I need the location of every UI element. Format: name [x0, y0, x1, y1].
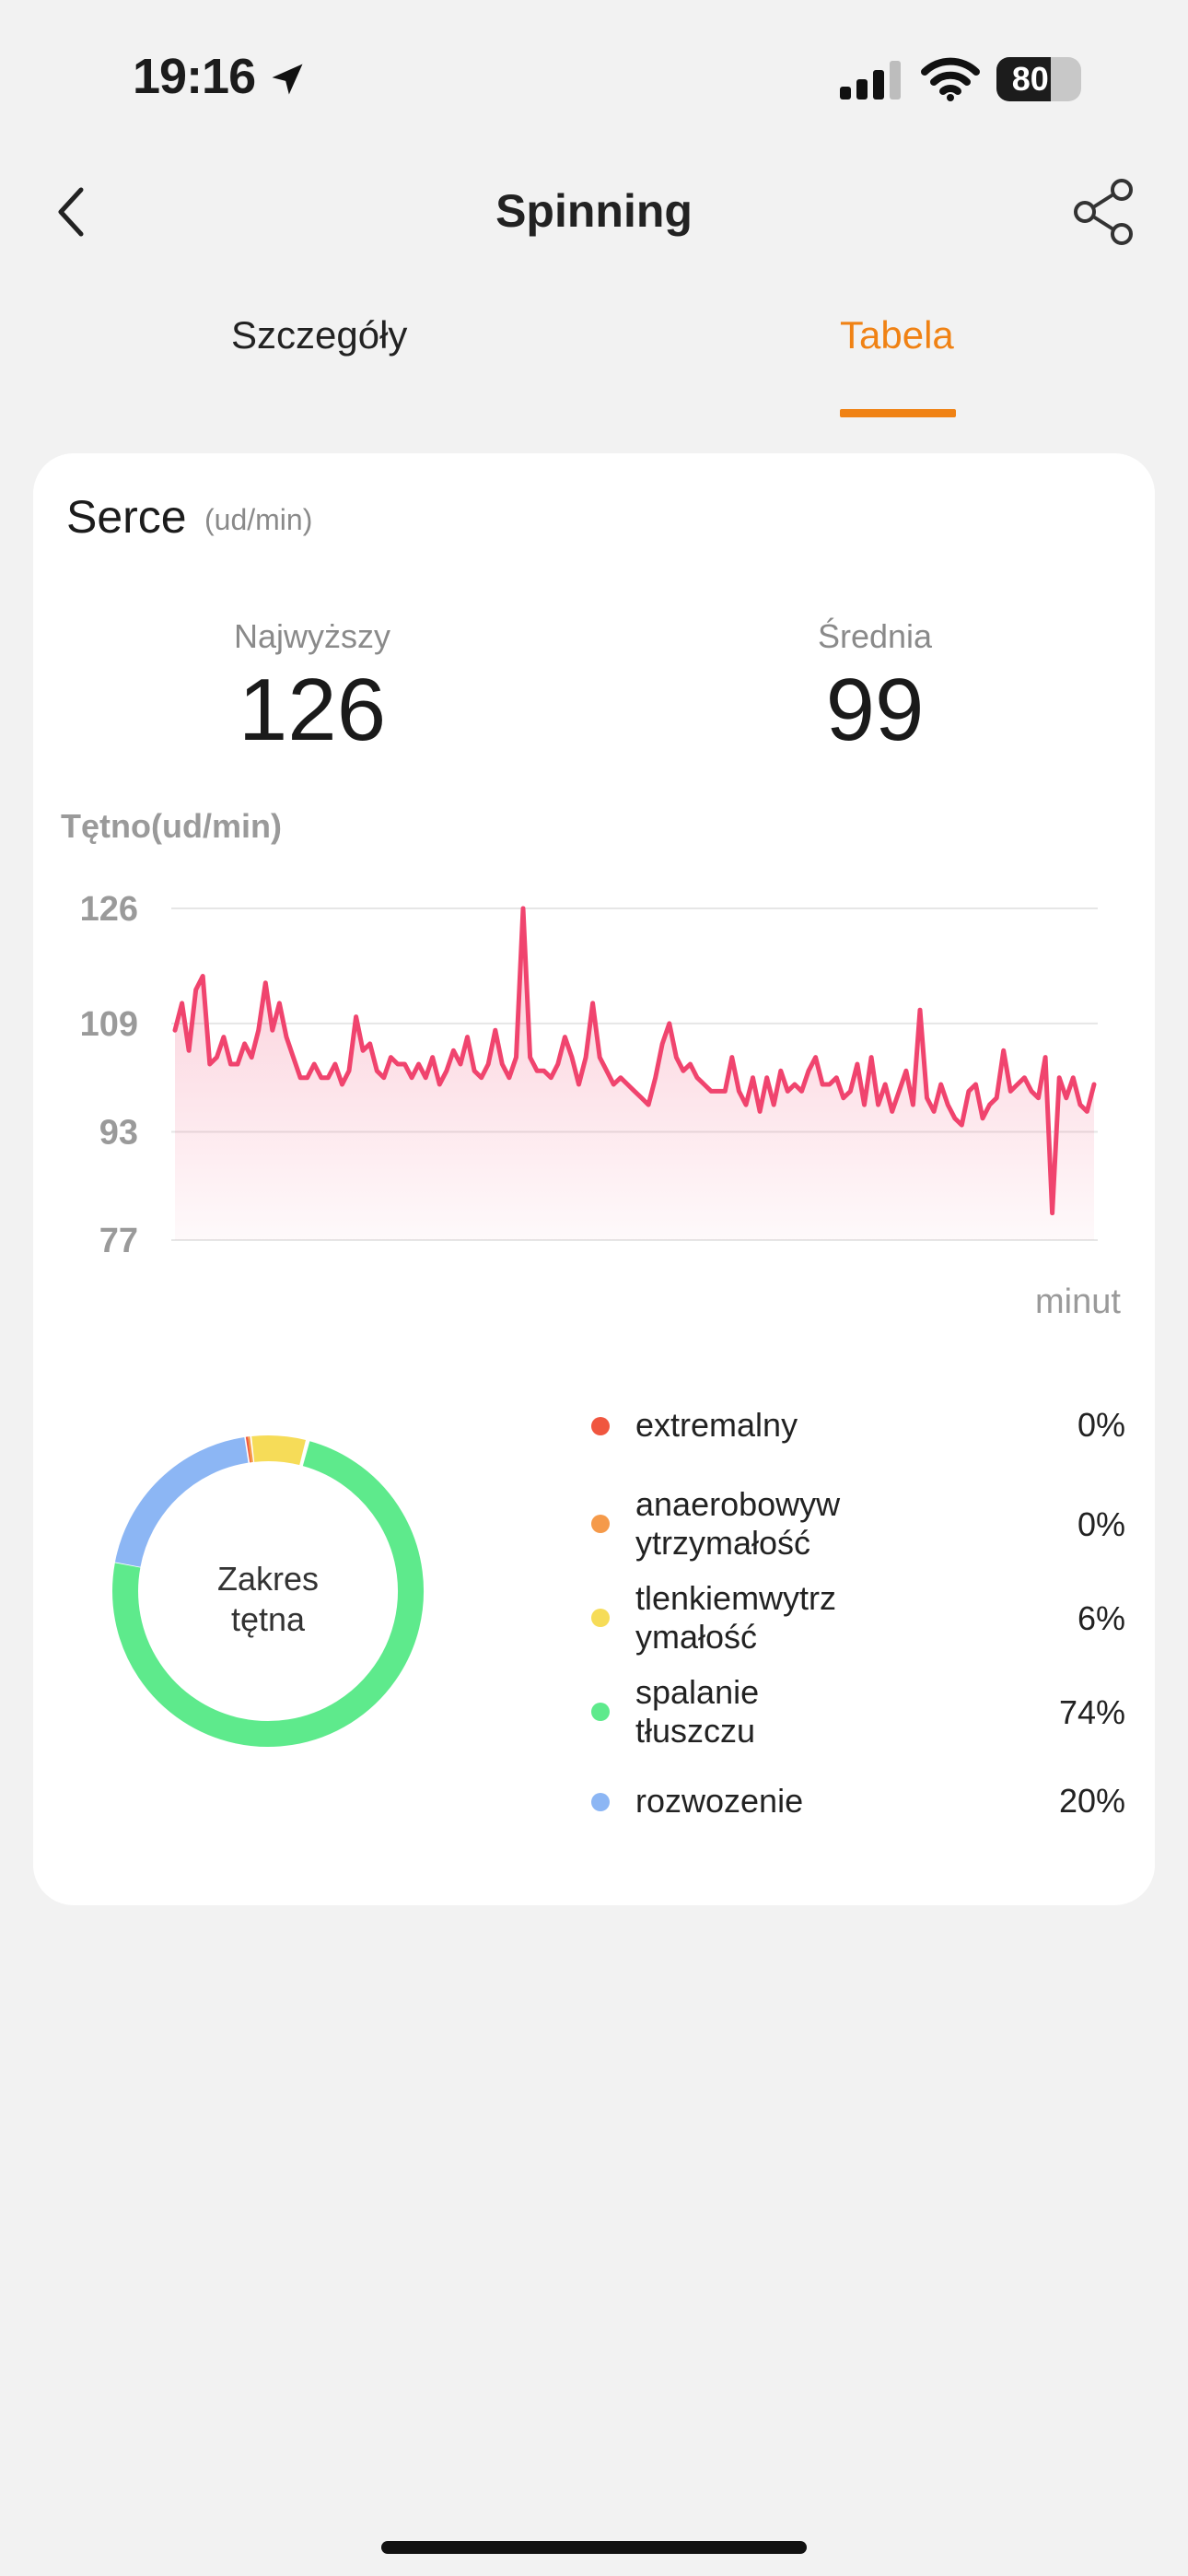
- share-icon[interactable]: [1068, 175, 1142, 249]
- donut-segment: [114, 1436, 249, 1567]
- legend-label: tlenkiemwytrz ymałość: [635, 1579, 837, 1656]
- battery-indicator: 80: [996, 57, 1081, 101]
- max-label: Najwyższy: [233, 617, 390, 655]
- battery-level: 80: [1011, 60, 1049, 98]
- page-title: Spinning: [495, 185, 693, 237]
- signal-icon: [840, 61, 901, 100]
- legend-percent: 74%: [1058, 1693, 1125, 1731]
- y-tick-label: 77: [99, 1222, 138, 1260]
- navigation-bar: Spinning: [0, 157, 1188, 267]
- home-indicator: [381, 2541, 807, 2554]
- max-heart-rate: Najwyższy 126: [128, 617, 496, 761]
- legend-dot: [591, 1793, 610, 1811]
- donut-segment: [251, 1435, 306, 1466]
- tab-details[interactable]: Szczegóły: [231, 313, 408, 357]
- chevron-left-icon[interactable]: [46, 177, 101, 247]
- tab-table[interactable]: Tabela: [840, 313, 954, 357]
- heart-rate-card: Serce (ud/min) Najwyższy 126 Średnia 99 …: [33, 453, 1155, 1905]
- battery-cap: [1074, 72, 1081, 88]
- legend-dot: [591, 1417, 610, 1435]
- heart-rate-series-line: [172, 906, 1097, 1216]
- heart-rate-zone-donut: [112, 1435, 424, 1747]
- legend-dot: [591, 1609, 610, 1627]
- x-axis-unit: minut: [1035, 1282, 1121, 1321]
- legend-label: anaerobowyw ytrzymałość: [635, 1485, 841, 1562]
- legend-label: rozwozenie: [635, 1782, 804, 1820]
- average-heart-rate: Średnia 99: [691, 617, 1059, 761]
- legend-dot: [591, 1515, 610, 1533]
- y-tick-label: 126: [80, 890, 138, 929]
- card-title: Serce: [66, 491, 187, 543]
- card-unit: (ud/min): [204, 503, 313, 536]
- donut-segment: [112, 1441, 424, 1747]
- status-bar: 19:16 80: [0, 0, 1188, 147]
- max-value: 126: [238, 661, 387, 759]
- legend-percent: 0%: [1077, 1406, 1125, 1444]
- location-arrow-icon: [272, 64, 303, 95]
- y-tick-label: 93: [99, 1113, 138, 1152]
- legend-percent: 6%: [1077, 1599, 1125, 1637]
- wifi-icon: [921, 57, 980, 101]
- y-tick-label: 109: [80, 1005, 138, 1044]
- legend-label: spalanie tłuszczu: [635, 1673, 760, 1750]
- legend-percent: 20%: [1058, 1782, 1125, 1820]
- avg-label: Średnia: [817, 617, 933, 655]
- legend-percent: 0%: [1077, 1505, 1125, 1543]
- active-tab-indicator: [840, 409, 956, 417]
- legend-dot: [591, 1703, 610, 1721]
- donut-center-label: Zakres tętna: [216, 1560, 320, 1638]
- heart-rate-area: [175, 908, 1094, 1240]
- avg-value: 99: [825, 661, 925, 759]
- status-time: 19:16: [133, 49, 256, 104]
- legend-label: extremalny: [635, 1406, 798, 1444]
- heart-rate-chart: 126 109 93 77: [80, 890, 1098, 1260]
- chart-y-axis-label: Tętno(ud/min): [61, 807, 282, 845]
